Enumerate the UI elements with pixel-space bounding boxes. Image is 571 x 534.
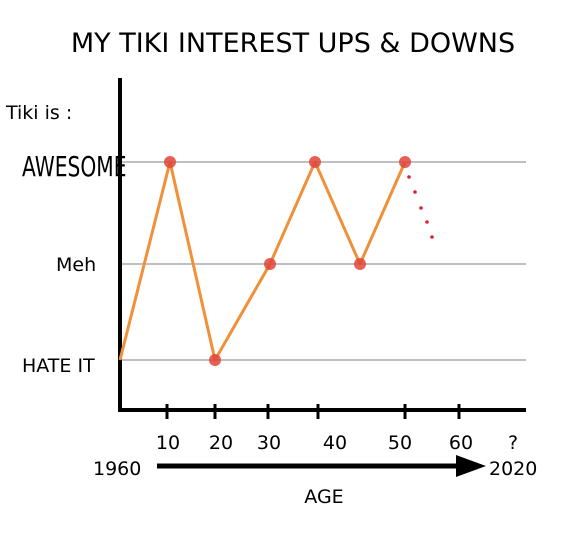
x-axis-label: AGE [304,486,343,508]
projection-dot [430,235,434,239]
timeline-end-label: 2020 [489,458,537,480]
projection-dot [407,175,411,179]
data-point [399,156,411,168]
x-tick-label: ? [508,432,518,454]
x-tick-label: 10 [156,432,180,454]
x-tick-label: 30 [257,432,281,454]
y-label-hate: HATE IT [22,355,95,377]
projection-dot [413,190,417,194]
y-axis-caption: Tiki is : [5,102,72,124]
gridlines [120,161,526,361]
chart-title: MY TIKI INTEREST UPS & DOWNS [71,28,515,59]
x-tick-label: 20 [209,432,233,454]
data-point [309,156,321,168]
y-label-awesome: AWESOME [22,151,126,183]
projection-dots [407,175,434,239]
projection-dot [419,206,423,210]
y-label-meh: Meh [56,254,96,276]
timeline-start-label: 1960 [93,458,141,480]
x-ticks: 10 20 30 40 50 60? [156,404,518,454]
data-point [164,156,176,168]
timeline-arrow-head [456,455,486,477]
series-line [118,156,411,366]
x-tick-label: 40 [323,432,347,454]
x-tick-label: 50 [388,432,412,454]
data-point [264,258,276,270]
data-point [209,354,221,366]
projection-dot [425,220,429,224]
x-tick-label: 60 [449,432,473,454]
data-point [354,258,366,270]
